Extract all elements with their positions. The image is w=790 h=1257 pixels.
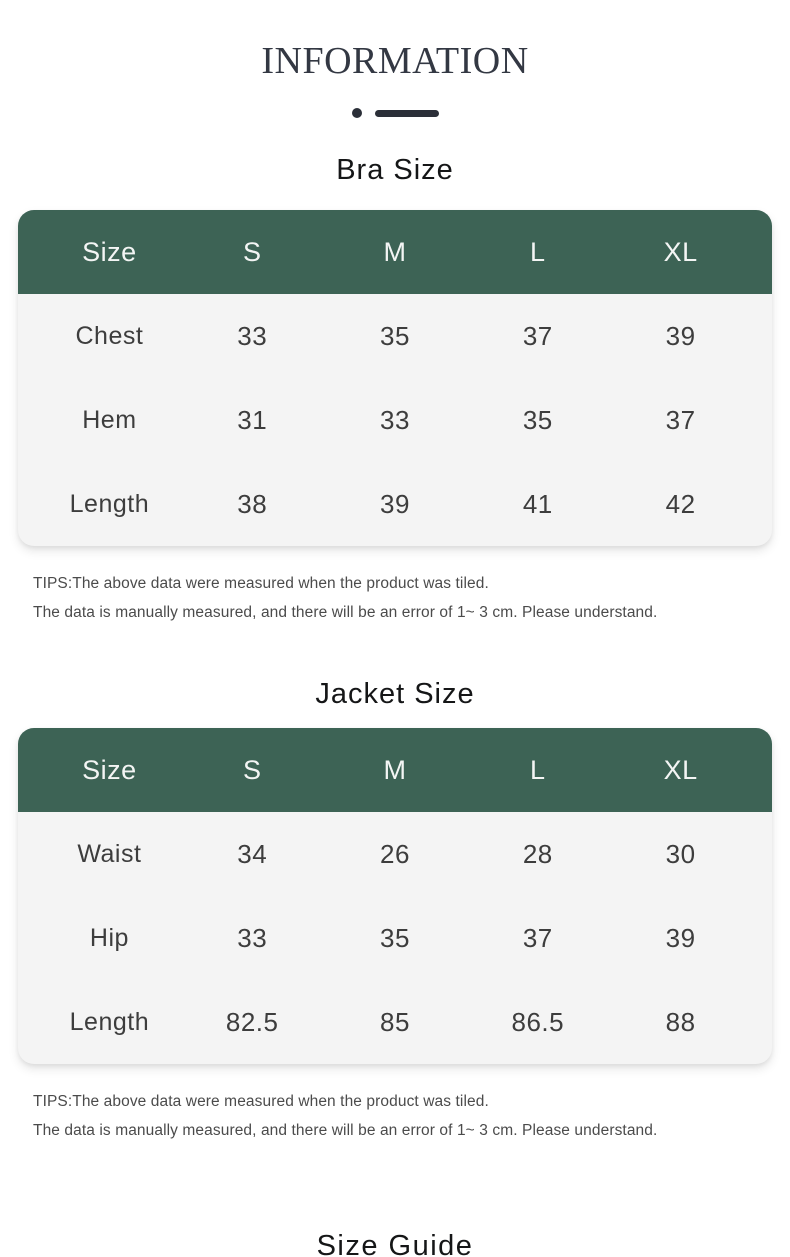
row-label: Hip [89,923,129,952]
cell-value: 37 [522,922,553,953]
tips-line: TIPS:The above data were measured when t… [33,1093,489,1110]
cell-value: 38 [237,488,268,519]
bra-size-heading: Bra Size [336,154,454,186]
tips-line: TIPS:The above data were measured when t… [33,575,489,592]
cell-value: 33 [237,320,268,351]
row-label: Waist [77,839,142,868]
cell-value: 82.5 [225,1006,279,1037]
cell-value: 30 [665,838,696,869]
row-label: Hem [82,405,137,434]
jacket-size-table-header: Size S M L XL [18,728,772,812]
cell-value: 35 [522,404,553,435]
jacket-size-heading: Jacket Size [315,678,475,710]
cell-value: 39 [665,922,696,953]
table-row: Waist 34 26 28 30 [18,812,772,896]
divider-bar-icon [374,109,439,117]
tips-line: The data is manually measured, and there… [33,604,658,621]
column-header: XL [663,754,698,785]
title-divider [0,108,790,118]
table-row: Length 82.5 85 86.5 88 [18,980,772,1064]
divider-dot-icon [351,108,362,118]
column-header: L [530,236,546,267]
cell-value: 85 [380,1006,410,1037]
column-header: L [530,754,546,785]
cell-value: 41 [522,488,553,519]
bra-size-tips: TIPS:The above data were measured when t… [0,576,790,621]
column-header: XL [663,236,698,267]
cell-value: 33 [237,922,268,953]
column-header: S [242,236,262,267]
size-guide-heading: Size Guide [316,1230,474,1257]
cell-value: 86.5 [511,1006,565,1037]
cell-value: 35 [380,922,410,953]
cell-value: 39 [665,320,696,351]
column-header: S [242,754,262,785]
row-label: Length [69,1007,150,1036]
cell-value: 88 [665,1006,696,1037]
cell-value: 34 [237,838,268,869]
cell-value: 37 [665,404,696,435]
table-row: Length 38 39 41 42 [18,462,772,546]
bra-size-table-header: Size S M L XL [18,210,772,294]
tips-line: The data is manually measured, and there… [33,1122,658,1139]
row-label: Length [69,489,150,518]
cell-value: 37 [522,320,553,351]
cell-value: 33 [380,404,410,435]
cell-value: 35 [380,320,410,351]
cell-value: 26 [380,838,410,869]
jacket-size-table: Size S M L XL Waist 34 26 28 30 Hip 33 3… [18,728,772,1064]
table-row: Hem 31 33 35 37 [18,378,772,462]
cell-value: 28 [522,838,553,869]
column-header: M [383,236,407,267]
page-title: INFORMATION [261,40,529,82]
column-header: Size [82,236,137,267]
jacket-size-tips: TIPS:The above data were measured when t… [0,1094,790,1139]
cell-value: 42 [665,488,696,519]
column-header: M [383,754,407,785]
table-row: Chest 33 35 37 39 [18,294,772,378]
column-header: Size [82,754,137,785]
cell-value: 39 [380,488,410,519]
bra-size-table: Size S M L XL Chest 33 35 37 39 Hem 31 3… [18,210,772,546]
cell-value: 31 [237,404,268,435]
table-row: Hip 33 35 37 39 [18,896,772,980]
row-label: Chest [75,321,144,350]
